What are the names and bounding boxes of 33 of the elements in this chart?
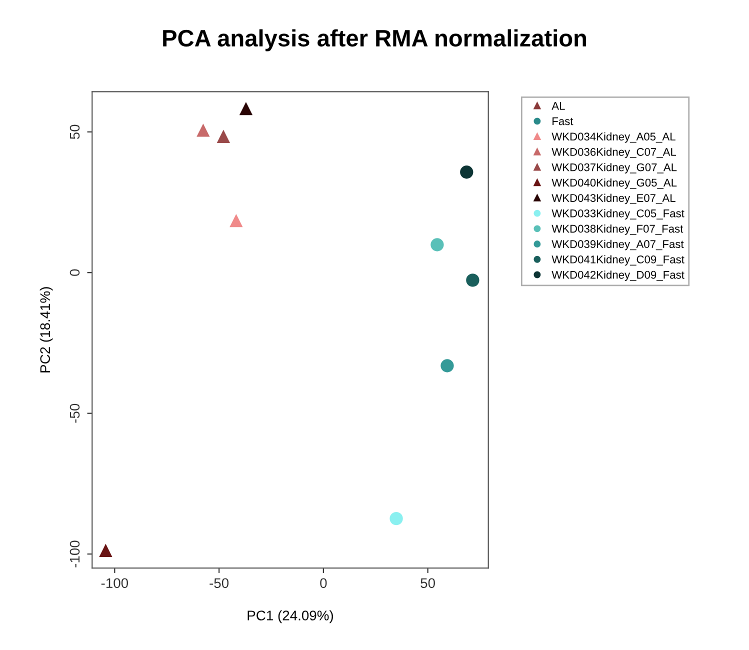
point: [230, 214, 243, 228]
point: [430, 238, 444, 252]
chart-title: PCA analysis after RMA normalization: [163, 29, 586, 52]
point: [196, 124, 210, 137]
y-tick-label: 0: [70, 269, 80, 276]
point: [216, 130, 230, 143]
legend-label: WKD043Kidney_E07_AL: [552, 194, 676, 204]
y-axis-title: PC2 (18.41%): [40, 287, 53, 372]
legend-label: WKD040Kidney_G05_AL: [552, 178, 677, 189]
x-axis-title: PC1 (24.09%): [248, 610, 333, 624]
point: [239, 102, 253, 116]
legend-label: WKD041Kidney_C09_Fast: [552, 255, 684, 266]
x-tick-label: -100: [101, 578, 128, 588]
y-tick-label: -100: [70, 540, 80, 568]
y-tick-label: 50: [70, 124, 80, 140]
point: [466, 274, 480, 287]
y-tick-label: -50: [70, 404, 80, 423]
x-tick-label: 50: [420, 578, 435, 588]
point: [440, 359, 454, 372]
point: [99, 544, 112, 557]
point: [460, 166, 474, 179]
legend-label: WKD036Kidney_C07_AL: [552, 148, 676, 158]
point: [390, 512, 403, 526]
legend-label: WKD038Kidney_F07_Fast: [552, 224, 684, 235]
legend-label: WKD033Kidney_C05_Fast: [552, 209, 684, 220]
legend-label: WKD037Kidney_G07_AL: [552, 163, 677, 174]
legend-label: WKD039Kidney_A07_Fast: [552, 240, 684, 250]
legend-label: AL: [552, 102, 565, 110]
x-tick-label: -50: [210, 578, 229, 588]
legend-label: Fast: [552, 117, 574, 126]
legend-label: WKD042Kidney_D09_Fast: [552, 270, 684, 281]
x-tick-label: 0: [320, 578, 327, 588]
legend-label: WKD034Kidney_A05_AL: [552, 132, 676, 143]
